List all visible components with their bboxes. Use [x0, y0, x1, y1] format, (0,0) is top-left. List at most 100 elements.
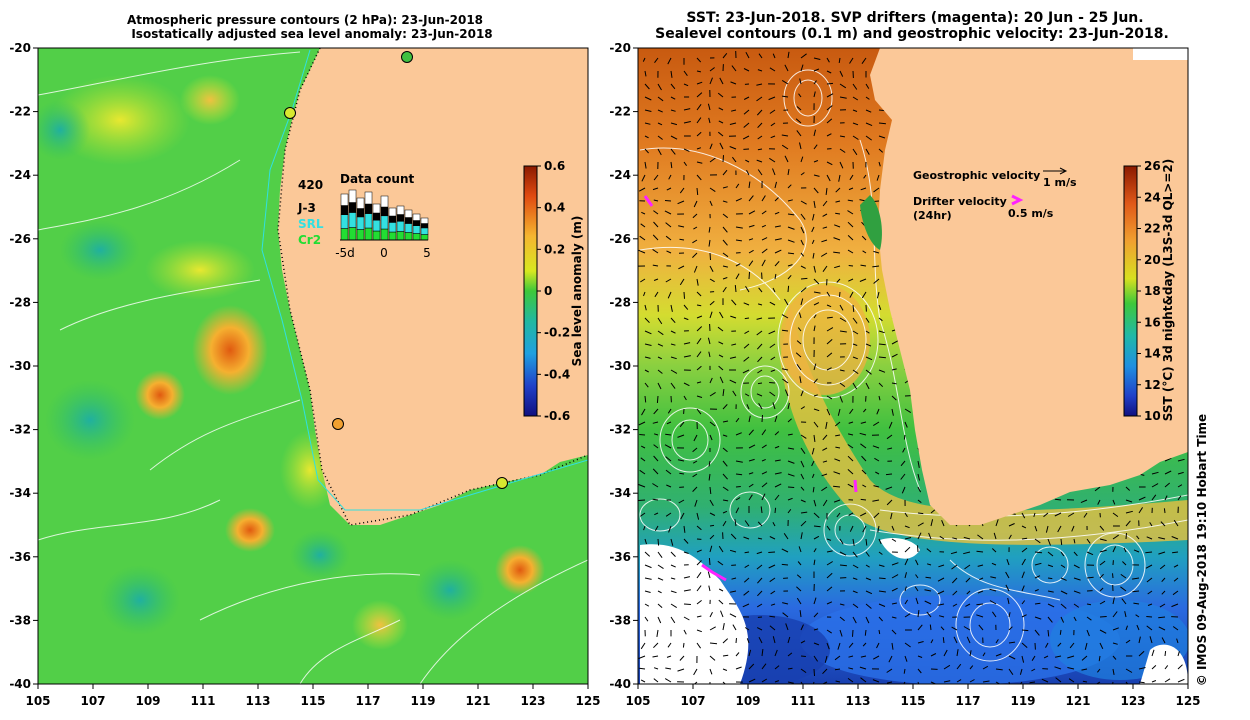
velocity-arrow: [796, 574, 802, 579]
velocity-arrow: [748, 429, 754, 436]
velocity-arrow: [770, 356, 776, 361]
velocity-arrow: [683, 603, 691, 605]
x-tick-label: 109: [135, 694, 160, 708]
velocity-arrow: [657, 83, 662, 91]
velocity-arrow: [833, 251, 841, 254]
colorbar-tick-label: 18: [1144, 284, 1161, 298]
velocity-arrow: [1099, 616, 1107, 618]
velocity-arrow: [852, 109, 858, 112]
velocity-arrow: [722, 447, 728, 453]
velocity-arrow: [781, 79, 789, 85]
velocity-arrow: [813, 668, 815, 677]
inset-bar-segment: [396, 231, 405, 241]
velocity-arrow: [872, 655, 880, 660]
right-title-line1: SST: 23-Jun-2018. SVP drifters (magenta)…: [686, 10, 1143, 26]
velocity-arrow: [748, 238, 754, 241]
velocity-arrow: [1084, 642, 1088, 650]
velocity-arrow: [670, 96, 676, 100]
tide-gauge: [332, 418, 344, 430]
velocity-arrow: [1125, 486, 1131, 491]
velocity-arrow: [826, 316, 833, 319]
velocity-arrow: [862, 642, 867, 647]
velocity-arrow: [795, 352, 802, 358]
tide-gauge: [496, 477, 508, 489]
tide-gauge: [401, 51, 413, 63]
velocity-arrow: [1112, 546, 1117, 553]
inset-bar-segment: [420, 217, 429, 224]
velocity-arrow: [839, 629, 843, 637]
velocity-arrow: [746, 169, 750, 176]
velocity-arrow: [979, 577, 984, 581]
velocity-arrow: [865, 96, 870, 100]
velocity-arrow: [670, 616, 676, 624]
velocity-arrow: [796, 364, 802, 371]
colorbar-tick-label: 12: [1144, 378, 1161, 392]
velocity-arrow: [839, 135, 845, 138]
velocity-arrow: [677, 668, 685, 672]
velocity-arrow: [839, 538, 844, 545]
velocity-arrow: [734, 519, 737, 527]
inset-bar-segment: [364, 213, 373, 229]
velocity-arrow: [826, 538, 832, 541]
velocity-arrow: [677, 200, 685, 205]
velocity-arrow: [1019, 668, 1023, 675]
velocity-arrow: [1047, 629, 1050, 637]
velocity-arrow: [696, 161, 703, 164]
velocity-arrow: [965, 603, 971, 607]
velocity-arrow: [657, 343, 664, 347]
inset-bar-segment: [340, 228, 349, 241]
velocity-arrow: [717, 326, 724, 332]
velocity-arrow: [799, 142, 802, 150]
velocity-arrow: [652, 468, 659, 475]
velocity-arrow: [781, 368, 789, 371]
velocity-arrow: [638, 484, 646, 488]
velocity-arrow: [683, 121, 691, 124]
velocity-arrow: [1149, 636, 1153, 644]
velocity-arrow: [761, 248, 768, 254]
velocity-arrow: [837, 408, 841, 416]
velocity-arrow: [1008, 626, 1013, 631]
velocity-arrow: [876, 291, 880, 299]
colorbar-tick-label: -0.2: [544, 326, 570, 340]
velocity-arrow: [1067, 655, 1075, 659]
velocity-arrow: [761, 259, 766, 267]
velocity-arrow: [774, 445, 780, 449]
y-tick-label: -26: [609, 232, 631, 246]
velocity-arrow: [839, 395, 843, 403]
velocity-arrow: [743, 96, 750, 100]
velocity-arrow: [768, 551, 776, 553]
velocity-arrow: [1099, 560, 1106, 566]
velocity-arrow: [1132, 590, 1140, 593]
velocity-arrow: [730, 315, 737, 319]
velocity-arrow: [891, 353, 898, 358]
velocity-arrow: [891, 368, 897, 371]
velocity-arrow: [1138, 681, 1145, 684]
velocity-arrow: [709, 77, 713, 85]
velocity-arrow: [1059, 629, 1062, 635]
velocity-arrow: [902, 447, 906, 453]
velocity-arrow: [722, 265, 729, 268]
velocity-arrow: [644, 564, 652, 569]
velocity-arrow: [904, 586, 907, 592]
velocity-arrow: [761, 649, 764, 657]
velocity-arrow: [1149, 522, 1153, 527]
velocity-arrow: [1122, 561, 1127, 566]
velocity-arrow: [1112, 681, 1114, 684]
velocity-arrow: [722, 623, 725, 631]
velocity-arrow: [1159, 603, 1166, 608]
velocity-arrow: [1172, 626, 1179, 631]
velocity-arrow: [735, 263, 741, 267]
velocity-arrow: [915, 597, 919, 605]
velocity-arrow: [825, 187, 828, 195]
velocity-arrow: [813, 525, 821, 528]
inset-bar-segment: [356, 197, 365, 209]
velocity-arrow: [722, 186, 728, 189]
velocity-arrow: [1138, 496, 1146, 501]
velocity-arrow: [743, 536, 750, 540]
velocity-arrow: [1073, 538, 1076, 544]
velocity-arrow: [653, 221, 659, 228]
velocity-arrow: [696, 381, 702, 384]
velocity-arrow: [813, 408, 820, 412]
velocity-arrow: [849, 291, 854, 298]
velocity-arrow: [822, 499, 828, 507]
